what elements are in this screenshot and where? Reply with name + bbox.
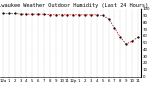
Title: Milwaukee Weather Outdoor Humidity (Last 24 Hours): Milwaukee Weather Outdoor Humidity (Last… (0, 3, 148, 8)
